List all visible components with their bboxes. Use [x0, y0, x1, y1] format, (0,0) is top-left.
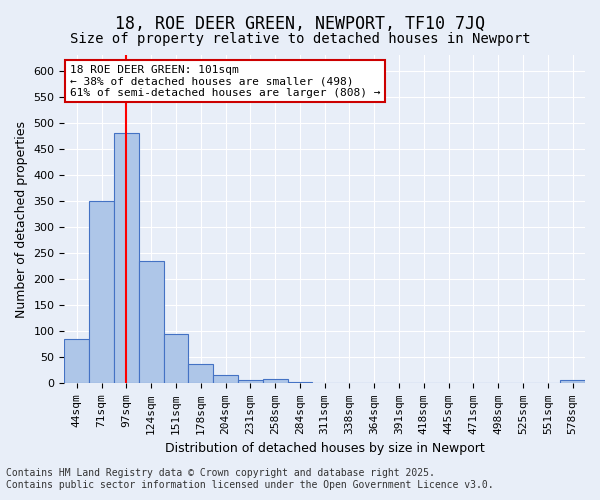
Bar: [313, 383, 337, 384]
Bar: [386, 383, 412, 384]
Bar: [139, 261, 164, 384]
Bar: [287, 382, 313, 384]
Bar: [114, 133, 139, 384]
Y-axis label: Number of detached properties: Number of detached properties: [15, 120, 28, 318]
X-axis label: Distribution of detached houses by size in Newport: Distribution of detached houses by size …: [165, 442, 485, 455]
Bar: [263, 380, 287, 384]
Text: Contains HM Land Registry data © Crown copyright and database right 2025.
Contai: Contains HM Land Registry data © Crown c…: [6, 468, 494, 490]
Bar: [560, 380, 585, 384]
Text: 18, ROE DEER GREEN, NEWPORT, TF10 7JQ: 18, ROE DEER GREEN, NEWPORT, TF10 7JQ: [115, 15, 485, 33]
Bar: [89, 201, 114, 384]
Text: 18 ROE DEER GREEN: 101sqm
← 38% of detached houses are smaller (498)
61% of semi: 18 ROE DEER GREEN: 101sqm ← 38% of detac…: [70, 65, 380, 98]
Bar: [213, 374, 238, 384]
Bar: [64, 339, 89, 384]
Bar: [188, 364, 213, 384]
Bar: [164, 334, 188, 384]
Bar: [238, 380, 263, 384]
Text: Size of property relative to detached houses in Newport: Size of property relative to detached ho…: [70, 32, 530, 46]
